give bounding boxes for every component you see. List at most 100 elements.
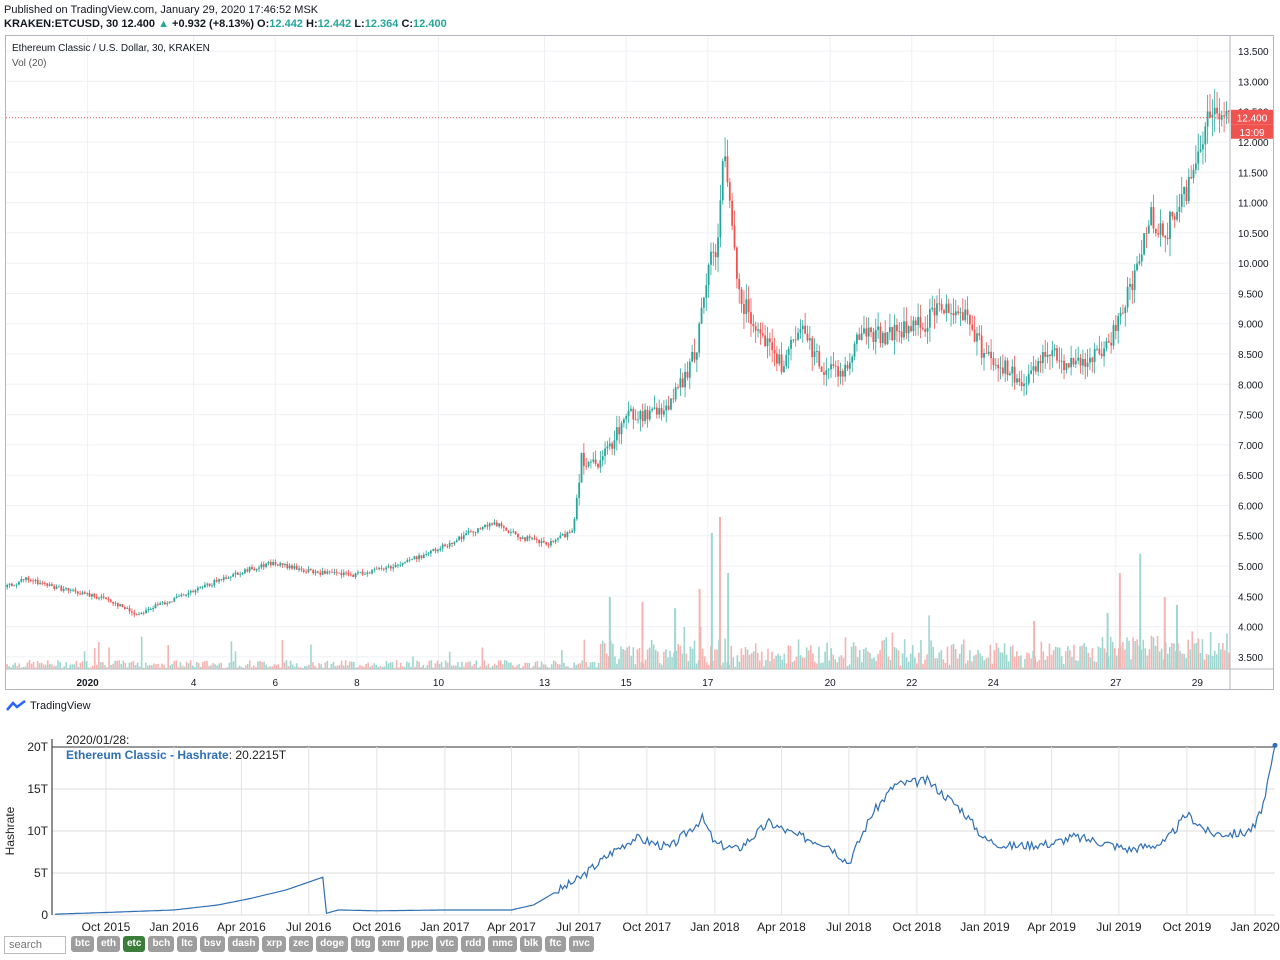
coin-tab-doge[interactable]: doge — [316, 936, 349, 952]
candle-body — [36, 579, 39, 585]
price-chart-panel[interactable] — [5, 35, 1274, 690]
coin-tab-rdd[interactable]: rdd — [461, 936, 486, 952]
change-text: +0.932 (+8.13%) — [172, 18, 254, 30]
coin-tab-zec[interactable]: zec — [289, 936, 314, 952]
volume-bar — [346, 665, 349, 669]
volume-bar — [365, 664, 367, 669]
volume-bar — [532, 665, 535, 669]
coin-tab-xmr[interactable]: xmr — [377, 936, 404, 952]
volume-bar — [428, 661, 431, 669]
volume-bar — [887, 656, 890, 669]
candle-body — [1004, 360, 1007, 374]
candle-body — [717, 237, 719, 258]
volume-bar — [197, 663, 200, 669]
coin-tab-btc[interactable]: btc — [71, 936, 94, 952]
candle-body — [651, 408, 654, 411]
volume-bar — [40, 662, 43, 669]
candle-body — [693, 351, 696, 360]
coin-tab-eth[interactable]: eth — [97, 936, 120, 952]
candle-body — [1154, 228, 1157, 234]
volume-bar — [661, 664, 663, 669]
candle-body — [460, 536, 463, 540]
coin-tab-btg[interactable]: btg — [351, 936, 375, 952]
candle-body — [1096, 348, 1098, 350]
coin-tab-vtc[interactable]: vtc — [435, 936, 459, 952]
tradingview-brand[interactable]: TradingView — [6, 700, 91, 712]
candle-body — [331, 571, 333, 573]
volume-bar — [1175, 650, 1177, 669]
candle-body — [1119, 312, 1122, 317]
candle-body — [467, 530, 470, 534]
candle-body — [98, 597, 100, 599]
volume-bar — [601, 640, 604, 669]
x-tick-label-8: 20 — [825, 678, 837, 689]
volume-bar — [406, 661, 408, 669]
volume-bar — [330, 663, 333, 669]
volume-bar — [669, 650, 671, 669]
coin-tab-xrp[interactable]: xrp — [262, 936, 287, 952]
coin-tab-etc[interactable]: etc — [123, 936, 146, 952]
volume-bar — [393, 667, 396, 669]
volume-bar — [95, 664, 98, 669]
coin-tab-dash[interactable]: dash — [228, 936, 260, 952]
volume-bar — [644, 659, 647, 669]
volume-bar — [1022, 667, 1024, 669]
volume-bar — [736, 655, 739, 669]
candle-body — [1018, 378, 1021, 383]
candle-body — [971, 324, 974, 330]
hashrate-chart[interactable]: 0 5T 10T 15T 20T Oct 2015 Jan 2016 Apr 2016 Jul … — [0, 725, 1280, 935]
volume-bar — [1060, 656, 1063, 669]
volume-bar — [1217, 643, 1220, 669]
volume-bar — [552, 660, 555, 669]
candle-body — [936, 303, 938, 316]
candle-body — [773, 349, 776, 354]
candle-body — [1089, 357, 1091, 363]
volume-bar — [514, 667, 516, 669]
candle-body — [1126, 286, 1129, 308]
candle-body — [397, 564, 399, 566]
volume-bar — [652, 644, 655, 669]
coin-tab-nmc[interactable]: nmc — [488, 936, 517, 952]
candle-body — [1053, 348, 1056, 351]
candle-body — [95, 596, 98, 599]
volume-bar — [140, 636, 143, 669]
candle-body — [919, 317, 922, 328]
price-chart[interactable]: 3.500 4.000 4.500 5.000 5.500 6.000 6.500 7.000… — [0, 0, 1280, 700]
volume-bar — [30, 663, 33, 669]
candle-body — [728, 182, 731, 201]
volume-bar — [875, 660, 877, 669]
countdown-tag — [1231, 124, 1273, 139]
hr-x-tick-label-10: Apr 2018 — [757, 920, 806, 934]
coin-tab-bch[interactable]: bch — [148, 936, 175, 952]
coin-tab-bsv[interactable]: bsv — [199, 936, 226, 952]
volume-bar — [130, 661, 133, 669]
coin-tab-ppc[interactable]: ppc — [406, 936, 433, 952]
candle-body — [1001, 367, 1004, 374]
candle-body — [721, 161, 724, 201]
volume-bar — [206, 660, 208, 669]
volume-bar — [928, 615, 930, 669]
candle-body — [41, 582, 44, 584]
candle-body — [119, 604, 122, 607]
candle-body — [434, 549, 437, 552]
candle-body — [594, 459, 597, 464]
volume-bar — [1056, 647, 1059, 669]
volume-bar — [871, 658, 873, 669]
volume-bar — [569, 667, 571, 669]
coin-tab-ftc[interactable]: ftc — [545, 936, 566, 952]
volume-bar — [997, 647, 1000, 669]
candle-body — [615, 427, 618, 441]
volume-bar — [901, 653, 904, 669]
volume-bar — [22, 667, 25, 669]
volume-bar — [1122, 642, 1124, 669]
candle-body — [469, 530, 472, 532]
volume-bar — [714, 649, 716, 669]
candle-body — [613, 440, 616, 449]
coin-tab-blk[interactable]: blk — [519, 936, 543, 952]
coin-tab-ltc[interactable]: ltc — [177, 936, 197, 952]
volume-bar — [257, 661, 259, 669]
search-input[interactable] — [4, 936, 66, 954]
candle-body — [641, 411, 644, 422]
candle-body — [578, 482, 581, 498]
coin-tab-nvc[interactable]: nvc — [568, 936, 594, 952]
